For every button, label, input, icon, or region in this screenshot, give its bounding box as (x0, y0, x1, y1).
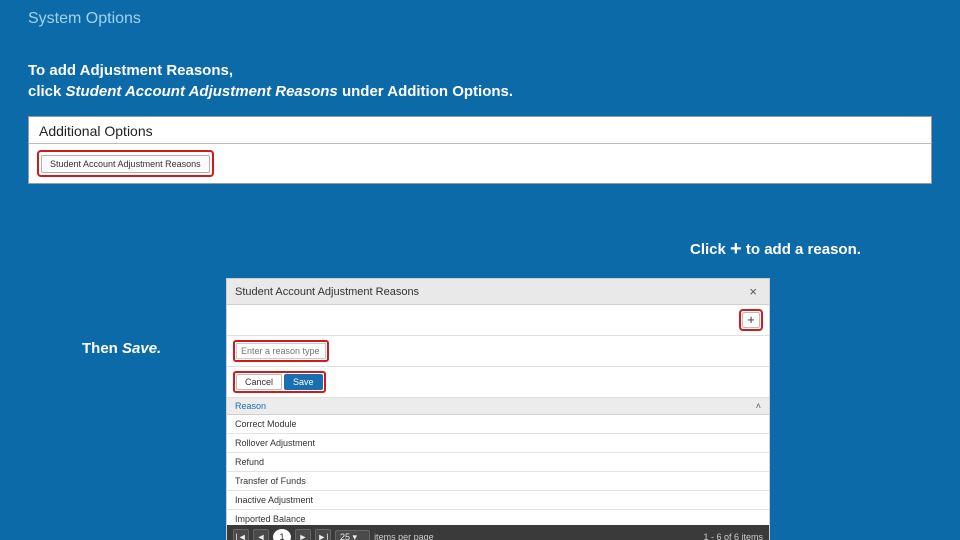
slide-title: System Options (28, 10, 141, 28)
intro-suffix: under Addition Options. (342, 83, 513, 100)
add-reason-button[interactable]: + (742, 312, 760, 328)
per-page-select[interactable]: 25 ▾ (335, 530, 370, 540)
pager-footer: |◄ ◄ 1 ► ►| 25 ▾ items per page 1 - 6 of… (227, 525, 769, 540)
additional-options-panel: Additional Options Student Account Adjus… (28, 116, 932, 184)
reasons-list: Correct Module Rollover Adjustment Refun… (227, 415, 769, 525)
intro-text: To add Adjustment Reasons, click Student… (28, 60, 513, 102)
list-item[interactable]: Refund (227, 453, 769, 472)
last-page-button[interactable]: ►| (315, 529, 331, 540)
then-save-prefix: Then (82, 340, 122, 357)
panel-divider (29, 143, 931, 144)
page-indicator: 1 (273, 529, 291, 540)
cancel-button[interactable]: Cancel (236, 374, 282, 390)
reason-type-input[interactable] (236, 343, 326, 359)
column-header-reason: Reason (235, 401, 266, 411)
list-item[interactable]: Correct Module (227, 415, 769, 434)
chevron-down-icon: ▾ (353, 532, 358, 540)
close-icon[interactable]: × (745, 284, 761, 299)
next-page-button[interactable]: ► (295, 529, 311, 540)
plus-icon: + (730, 238, 742, 260)
button-row: CancelSave (227, 367, 769, 398)
panel-title: Additional Options (29, 117, 931, 143)
first-page-button[interactable]: |◄ (233, 529, 249, 540)
list-header[interactable]: Reason ˄ (227, 398, 769, 415)
intro-line-1: To add Adjustment Reasons, (28, 60, 513, 81)
highlight-box (233, 340, 329, 362)
highlight-box: + (739, 309, 763, 331)
student-account-adjustment-reasons-button[interactable]: Student Account Adjustment Reasons (41, 155, 210, 173)
per-page-control: 25 ▾ items per page (335, 530, 434, 540)
click-plus-caption: Click + to add a reason. (690, 238, 861, 261)
per-page-value: 25 (340, 532, 350, 540)
intro-italic: Student Account Adjustment Reasons (66, 83, 342, 100)
caption-prefix: Click (690, 241, 730, 258)
input-row (227, 336, 769, 367)
highlight-box: Student Account Adjustment Reasons (37, 150, 214, 177)
prev-page-button[interactable]: ◄ (253, 529, 269, 540)
per-page-label: items per page (374, 532, 434, 540)
list-item[interactable]: Rollover Adjustment (227, 434, 769, 453)
dialog-header: Student Account Adjustment Reasons × (227, 279, 769, 305)
list-item[interactable]: Transfer of Funds (227, 472, 769, 491)
save-button[interactable]: Save (284, 374, 323, 390)
item-count: 1 - 6 of 6 items (703, 532, 763, 540)
adjustment-reasons-dialog: Student Account Adjustment Reasons × + C… (226, 278, 770, 540)
then-save-italic: Save. (122, 340, 161, 357)
intro-prefix: click (28, 83, 66, 100)
pager-nav: |◄ ◄ 1 ► ►| 25 ▾ items per page (233, 529, 434, 540)
intro-line-2: click Student Account Adjustment Reasons… (28, 81, 513, 102)
then-save-caption: Then Save. (82, 340, 161, 357)
chevron-up-icon: ˄ (756, 401, 761, 411)
dialog-title: Student Account Adjustment Reasons (235, 286, 419, 298)
dialog-toolbar: + (227, 305, 769, 336)
caption-suffix: to add a reason. (742, 241, 861, 258)
list-item[interactable]: Inactive Adjustment (227, 491, 769, 510)
highlight-box: CancelSave (233, 371, 326, 393)
